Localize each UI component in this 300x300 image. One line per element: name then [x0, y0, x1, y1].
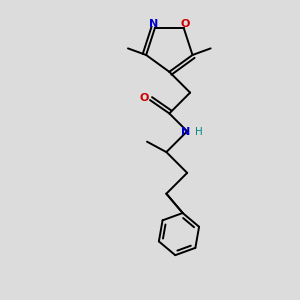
Text: N: N	[149, 19, 158, 29]
Text: O: O	[180, 19, 190, 29]
Text: O: O	[140, 93, 149, 103]
Text: N: N	[181, 128, 190, 137]
Text: H: H	[195, 128, 202, 137]
